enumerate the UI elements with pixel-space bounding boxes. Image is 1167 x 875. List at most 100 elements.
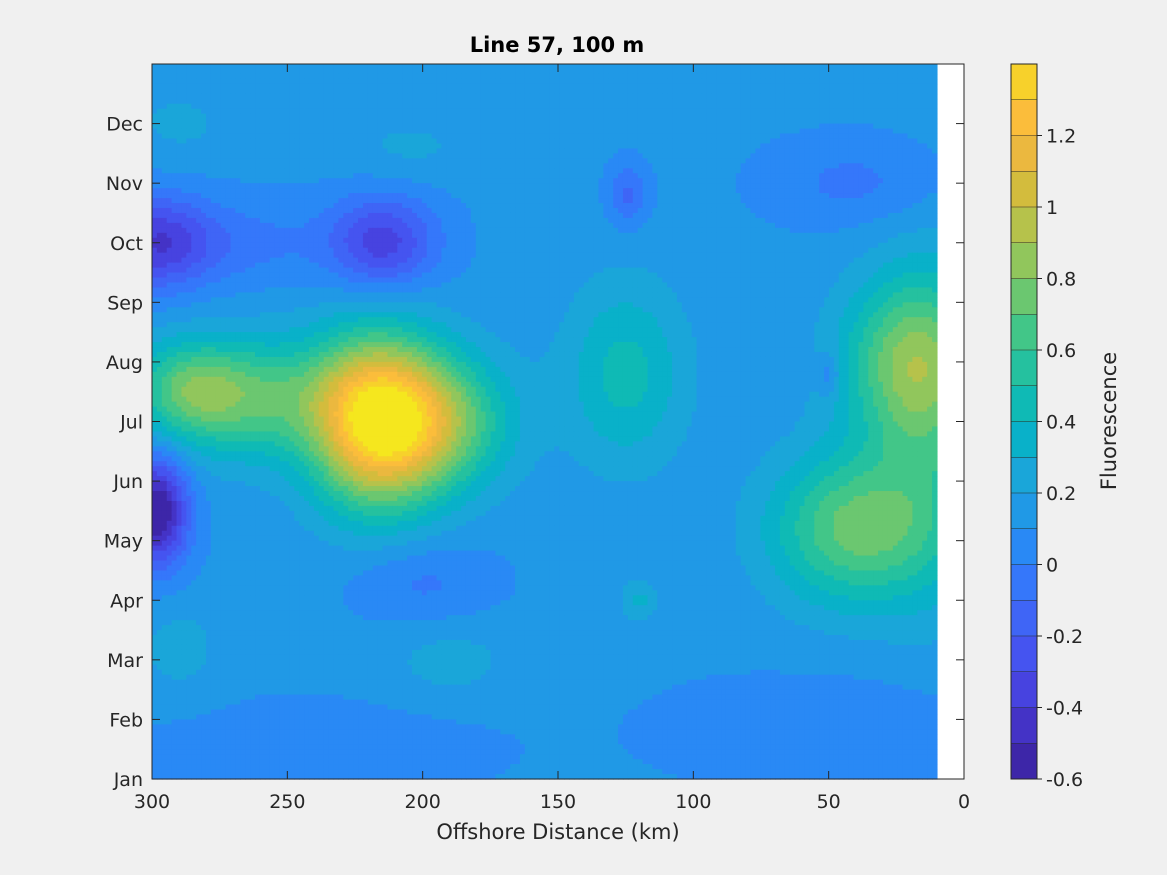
heatmap-cell bbox=[461, 84, 467, 90]
heatmap-cell bbox=[299, 163, 305, 169]
heatmap-cell bbox=[265, 183, 271, 189]
heatmap-cell bbox=[466, 94, 472, 100]
heatmap-cell bbox=[314, 134, 320, 140]
heatmap-cell bbox=[922, 188, 928, 194]
heatmap-cell bbox=[746, 213, 752, 219]
heatmap-cell bbox=[422, 104, 428, 110]
heatmap-cell bbox=[662, 193, 668, 199]
heatmap-cell bbox=[265, 114, 271, 120]
heatmap-cell bbox=[530, 163, 536, 169]
heatmap-cell bbox=[324, 84, 330, 90]
heatmap-cell bbox=[628, 129, 634, 135]
heatmap-cell bbox=[804, 183, 810, 189]
heatmap-cell bbox=[481, 163, 487, 169]
heatmap-cell bbox=[795, 138, 801, 144]
heatmap-cell bbox=[922, 94, 928, 100]
heatmap-cell bbox=[574, 213, 580, 219]
heatmap-cell bbox=[726, 153, 732, 159]
heatmap-cell bbox=[343, 79, 349, 85]
heatmap-cell bbox=[250, 64, 256, 70]
heatmap-cell bbox=[505, 109, 511, 115]
heatmap-cell bbox=[314, 109, 320, 115]
heatmap-cell bbox=[265, 218, 271, 224]
heatmap-cell bbox=[647, 153, 653, 159]
heatmap-cell bbox=[765, 203, 771, 209]
heatmap-cell bbox=[437, 173, 443, 179]
heatmap-cell bbox=[265, 173, 271, 179]
heatmap-cell bbox=[775, 198, 781, 204]
heatmap-cell bbox=[883, 64, 889, 70]
heatmap-cell bbox=[682, 163, 688, 169]
heatmap-cell bbox=[809, 143, 815, 149]
heatmap-cell bbox=[446, 153, 452, 159]
heatmap-cell bbox=[427, 193, 433, 199]
heatmap-cell bbox=[790, 74, 796, 80]
heatmap-cell bbox=[559, 74, 565, 80]
heatmap-cell bbox=[451, 119, 457, 125]
heatmap-cell bbox=[417, 138, 423, 144]
heatmap-cell bbox=[152, 198, 158, 204]
heatmap-cell bbox=[500, 94, 506, 100]
heatmap-cell bbox=[908, 114, 914, 120]
heatmap-cell bbox=[927, 74, 933, 80]
heatmap-cell bbox=[844, 129, 850, 135]
heatmap-cell bbox=[868, 203, 874, 209]
heatmap-cell bbox=[559, 94, 565, 100]
heatmap-cell bbox=[726, 69, 732, 75]
heatmap-cell bbox=[456, 114, 462, 120]
heatmap-cell bbox=[358, 193, 364, 199]
heatmap-cell bbox=[491, 198, 497, 204]
heatmap-cell bbox=[849, 104, 855, 110]
heatmap-cell bbox=[863, 143, 869, 149]
heatmap-cell bbox=[883, 69, 889, 75]
heatmap-cell bbox=[167, 218, 173, 224]
heatmap-cell bbox=[888, 69, 894, 75]
heatmap-cell bbox=[559, 148, 565, 154]
heatmap-cell bbox=[373, 188, 379, 194]
heatmap-cell bbox=[510, 143, 516, 149]
heatmap-cell bbox=[530, 129, 536, 135]
heatmap-cell bbox=[795, 109, 801, 115]
heatmap-cell bbox=[804, 84, 810, 90]
heatmap-cell bbox=[922, 198, 928, 204]
heatmap-cell bbox=[235, 203, 241, 209]
heatmap-cell bbox=[235, 213, 241, 219]
heatmap-cell bbox=[191, 158, 197, 164]
heatmap-cell bbox=[618, 168, 624, 174]
heatmap-cell bbox=[343, 183, 349, 189]
heatmap-cell bbox=[520, 134, 526, 140]
heatmap-cell bbox=[633, 104, 639, 110]
heatmap-cell bbox=[417, 198, 423, 204]
heatmap-cell bbox=[608, 213, 614, 219]
heatmap-cell bbox=[181, 198, 187, 204]
heatmap-cell bbox=[760, 203, 766, 209]
heatmap-cell bbox=[260, 84, 266, 90]
heatmap-cell bbox=[368, 178, 374, 184]
heatmap-cell bbox=[441, 203, 447, 209]
heatmap-cell bbox=[638, 173, 644, 179]
heatmap-cell bbox=[280, 158, 286, 164]
heatmap-cell bbox=[476, 158, 482, 164]
heatmap-cell bbox=[800, 109, 806, 115]
heatmap-cell bbox=[162, 84, 168, 90]
heatmap-cell bbox=[535, 64, 541, 70]
heatmap-cell bbox=[751, 79, 757, 85]
heatmap-cell bbox=[579, 208, 585, 214]
heatmap-cell bbox=[211, 148, 217, 154]
heatmap-cell bbox=[314, 178, 320, 184]
heatmap-cell bbox=[726, 183, 732, 189]
heatmap-cell bbox=[544, 94, 550, 100]
heatmap-cell bbox=[363, 208, 369, 214]
heatmap-cell bbox=[849, 208, 855, 214]
heatmap-cell bbox=[186, 218, 192, 224]
heatmap-cell bbox=[804, 138, 810, 144]
heatmap-cell bbox=[427, 94, 433, 100]
heatmap-cell bbox=[530, 208, 536, 214]
heatmap-cell bbox=[908, 74, 914, 80]
heatmap-cell bbox=[628, 163, 634, 169]
heatmap-cell bbox=[284, 129, 290, 135]
heatmap-cell bbox=[790, 183, 796, 189]
heatmap-cell bbox=[574, 74, 580, 80]
heatmap-cell bbox=[525, 124, 531, 130]
heatmap-cell bbox=[647, 138, 653, 144]
